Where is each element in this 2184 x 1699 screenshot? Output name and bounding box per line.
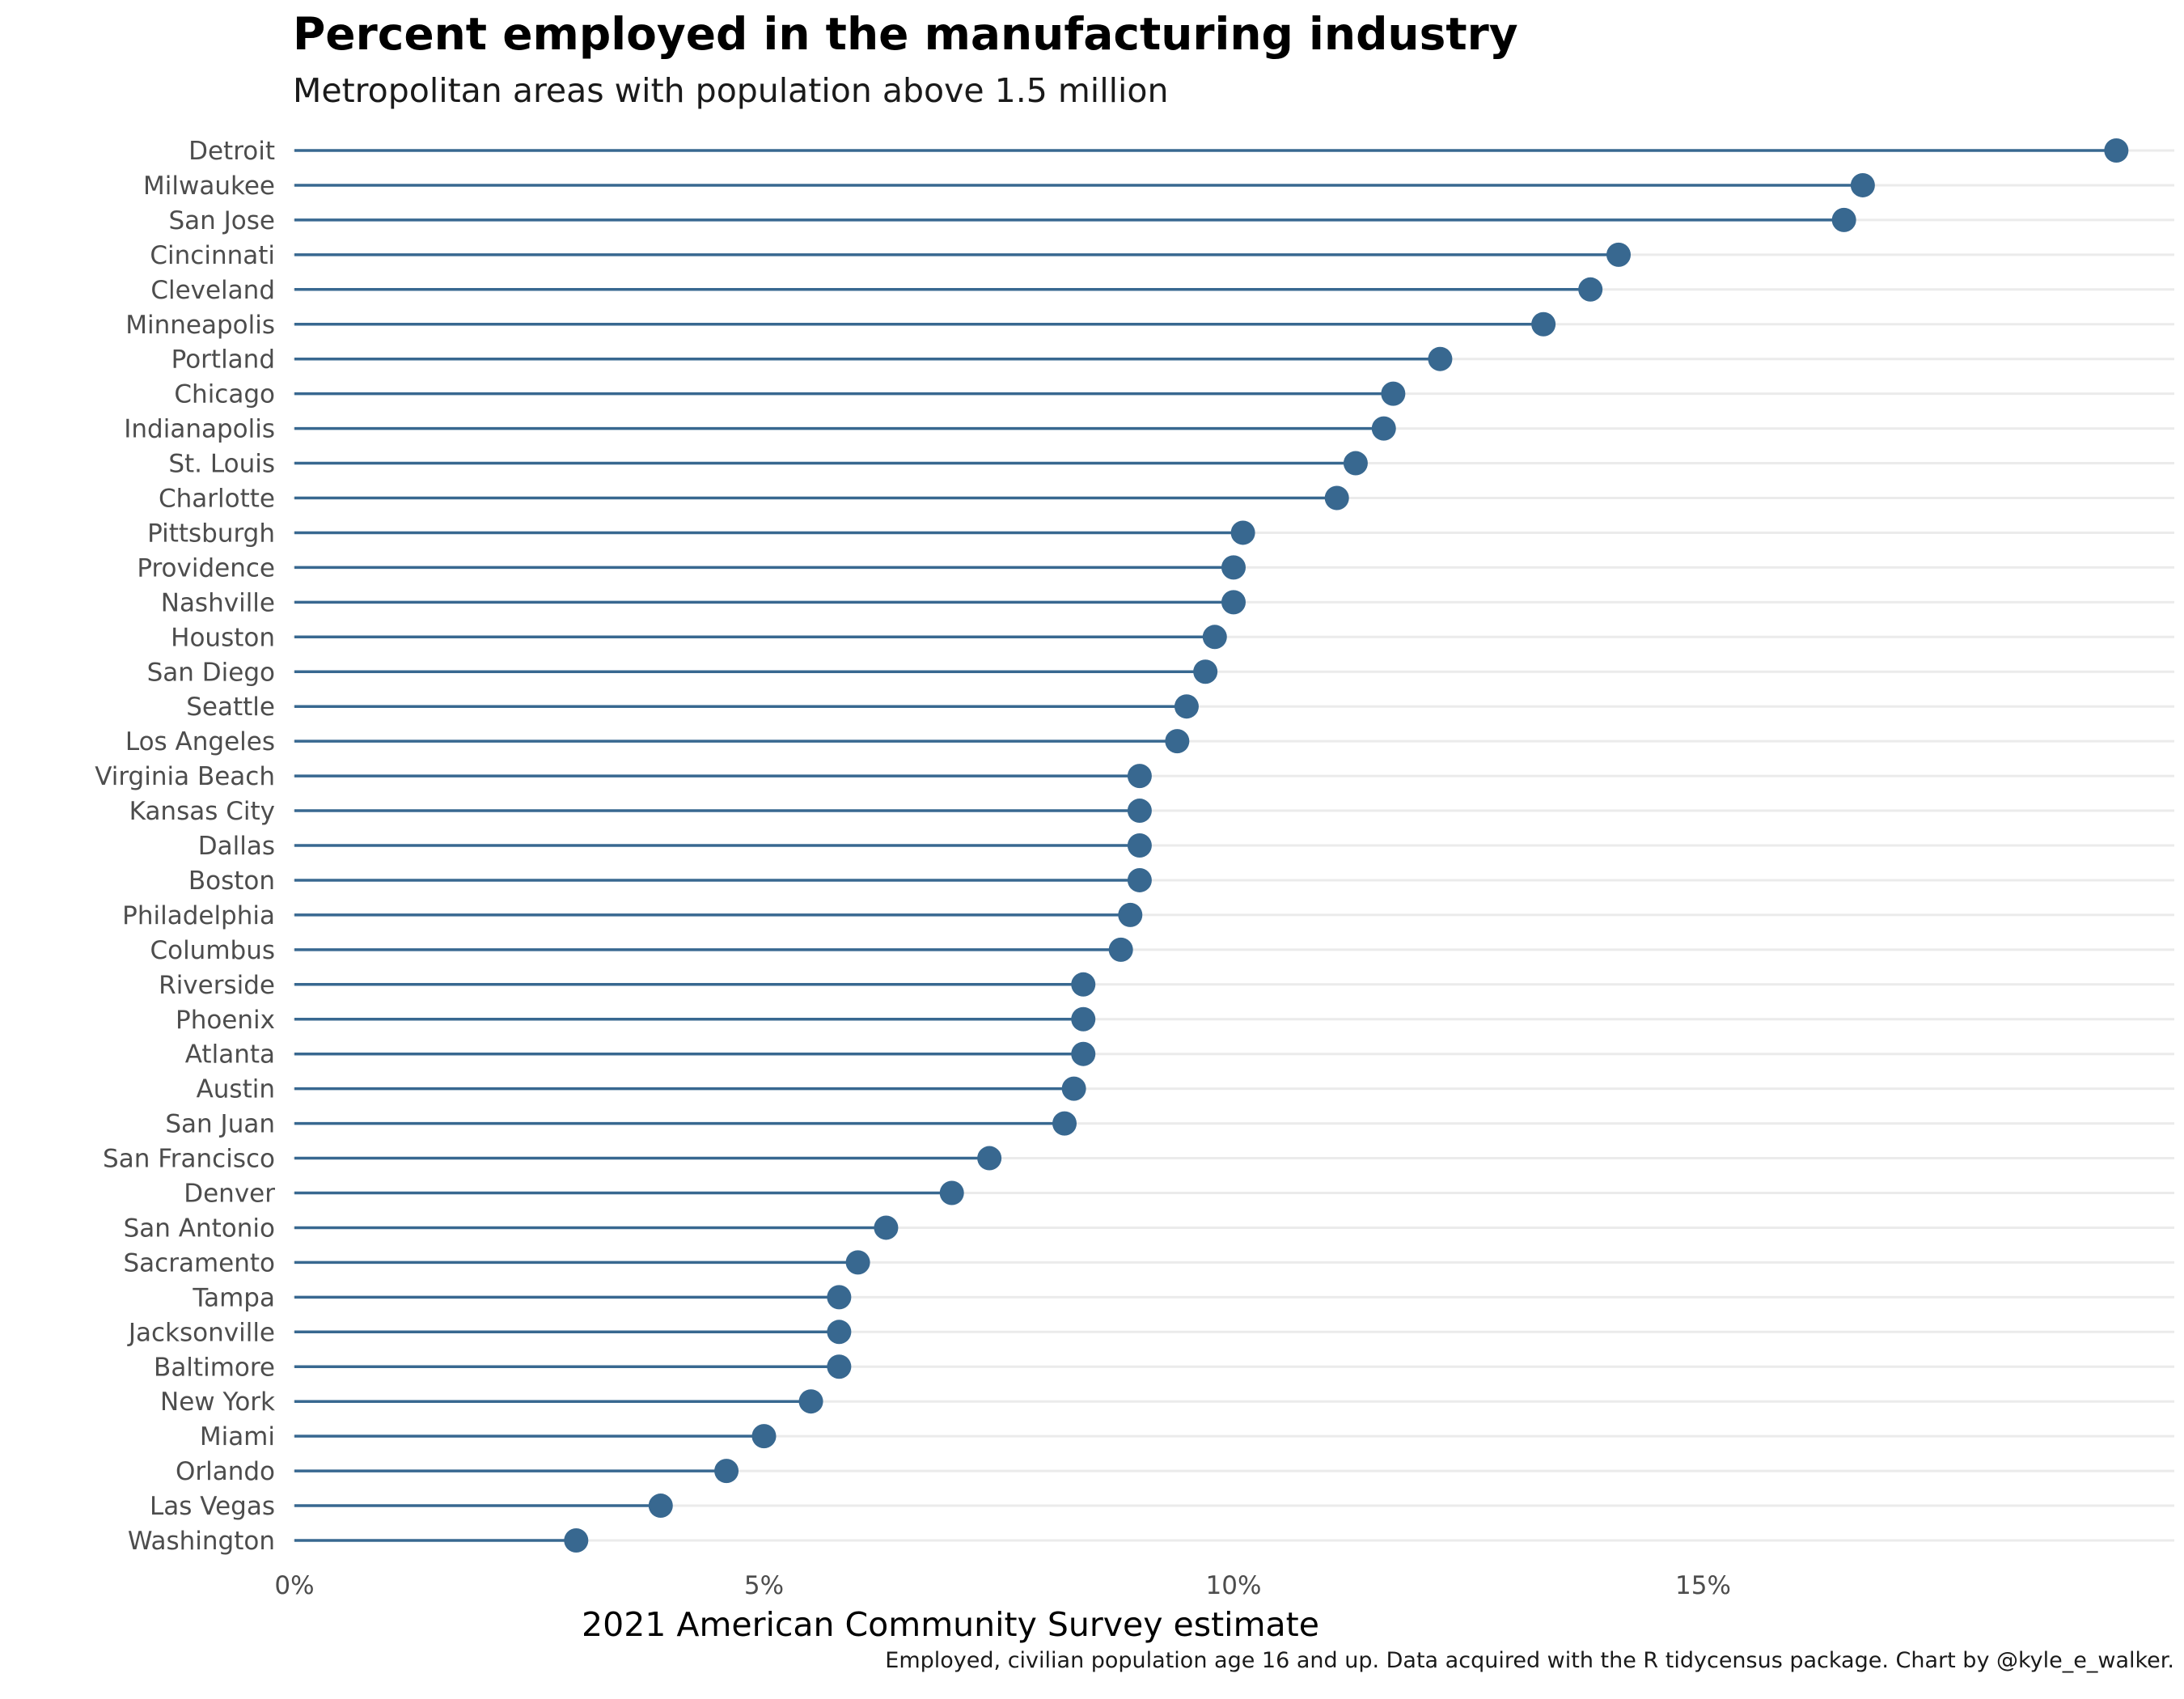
category-label-atlanta: Atlanta: [185, 1040, 275, 1070]
category-label-sacramento: Sacramento: [124, 1248, 276, 1277]
point-san-diego: [1193, 659, 1218, 684]
category-label-providence: Providence: [137, 553, 275, 583]
category-label-dallas: Dallas: [198, 832, 275, 861]
point-los-angeles: [1165, 729, 1190, 754]
category-label-indianapolis: Indianapolis: [124, 415, 275, 444]
category-label-riverside: Riverside: [159, 971, 275, 1000]
category-label-st-louis: St. Louis: [168, 450, 275, 479]
x-tick-label-0: 0%: [274, 1571, 314, 1600]
category-label-chicago: Chicago: [174, 380, 275, 409]
point-cincinnati: [1606, 242, 1632, 267]
category-label-nashville: Nashville: [161, 588, 275, 617]
category-label-detroit: Detroit: [188, 137, 275, 166]
point-kansas-city: [1127, 799, 1152, 824]
category-label-san-francisco: San Francisco: [103, 1145, 275, 1174]
category-labels: Detroit Milwaukee San Jose Cincinnati Clevel…: [95, 137, 275, 1556]
point-san-antonio: [874, 1215, 899, 1240]
point-tampa: [827, 1285, 852, 1310]
point-columbus: [1108, 937, 1133, 962]
point-charlotte: [1324, 485, 1349, 511]
category-label-san-juan: San Juan: [165, 1110, 275, 1139]
category-label-columbus: Columbus: [150, 936, 275, 965]
chart-subtitle: Metropolitan areas with population above…: [293, 71, 1169, 110]
category-label-milwaukee: Milwaukee: [143, 172, 275, 201]
point-miami: [751, 1424, 777, 1449]
point-nashville: [1221, 590, 1246, 615]
point-dallas: [1127, 833, 1152, 858]
point-seattle: [1174, 694, 1199, 719]
point-detroit: [2104, 138, 2129, 163]
point-sacramento: [845, 1250, 870, 1275]
category-label-boston: Boston: [188, 866, 275, 896]
point-austin: [1061, 1076, 1086, 1101]
lollipop-points: [564, 138, 2129, 1553]
category-label-kansas-city: Kansas City: [129, 797, 275, 826]
category-label-baltimore: Baltimore: [154, 1353, 275, 1382]
category-label-seattle: Seattle: [186, 693, 275, 722]
point-san-juan: [1052, 1111, 1077, 1136]
point-virginia-beach: [1127, 764, 1152, 789]
category-label-denver: Denver: [184, 1180, 275, 1209]
point-washington: [564, 1528, 589, 1553]
point-new-york: [798, 1389, 823, 1414]
x-axis-ticks: 0% 5% 10% 15%: [274, 1571, 1731, 1600]
category-label-miami: Miami: [200, 1422, 275, 1451]
category-label-jacksonville: Jacksonville: [127, 1318, 275, 1347]
point-orlando: [714, 1459, 739, 1484]
category-label-washington: Washington: [128, 1527, 275, 1556]
category-label-virginia-beach: Virginia Beach: [95, 762, 275, 791]
category-label-new-york: New York: [160, 1388, 275, 1417]
point-las-vegas: [648, 1494, 673, 1519]
category-label-charlotte: Charlotte: [159, 485, 275, 514]
category-label-cleveland: Cleveland: [150, 276, 275, 305]
point-minneapolis: [1531, 311, 1556, 337]
point-atlanta: [1071, 1041, 1096, 1066]
category-label-san-jose: San Jose: [168, 206, 275, 235]
point-riverside: [1071, 972, 1096, 997]
category-label-orlando: Orlando: [176, 1457, 275, 1486]
point-chicago: [1381, 381, 1406, 406]
category-label-san-diego: San Diego: [147, 658, 275, 687]
point-phoenix: [1071, 1006, 1096, 1032]
point-portland: [1428, 346, 1453, 371]
point-providence: [1221, 555, 1246, 580]
point-philadelphia: [1118, 902, 1143, 927]
chart-title: Percent employed in the manufacturing in…: [293, 8, 1518, 60]
point-indianapolis: [1371, 416, 1396, 441]
category-label-houston: Houston: [171, 623, 275, 652]
category-label-cincinnati: Cincinnati: [150, 241, 275, 270]
category-label-pittsburgh: Pittsburgh: [147, 519, 275, 548]
category-label-las-vegas: Las Vegas: [150, 1492, 275, 1521]
point-milwaukee: [1850, 172, 1875, 197]
point-houston: [1202, 625, 1227, 650]
x-tick-label-5: 5%: [744, 1571, 784, 1600]
category-label-philadelphia: Philadelphia: [122, 901, 275, 930]
chart-caption: Employed, civilian population age 16 and…: [885, 1648, 2174, 1673]
lollipop-stems: [294, 149, 2117, 1542]
category-label-austin: Austin: [197, 1075, 275, 1104]
x-tick-label-10: 10%: [1206, 1571, 1262, 1600]
category-label-tampa: Tampa: [192, 1283, 275, 1312]
point-denver: [939, 1180, 964, 1205]
x-axis-title: 2021 American Community Survey estimate: [582, 1605, 1319, 1644]
category-label-san-antonio: San Antonio: [124, 1214, 275, 1243]
category-label-portland: Portland: [171, 345, 275, 375]
point-st-louis: [1343, 451, 1368, 476]
point-san-jose: [1831, 207, 1856, 232]
point-baltimore: [827, 1354, 852, 1379]
point-jacksonville: [827, 1320, 852, 1345]
category-label-phoenix: Phoenix: [176, 1006, 275, 1035]
category-label-los-angeles: Los Angeles: [125, 727, 275, 756]
x-tick-label-15: 15%: [1675, 1571, 1731, 1600]
point-san-francisco: [977, 1146, 1002, 1171]
point-boston: [1127, 867, 1152, 892]
point-cleveland: [1578, 277, 1603, 302]
point-pittsburgh: [1230, 520, 1255, 545]
category-label-minneapolis: Minneapolis: [125, 311, 275, 340]
